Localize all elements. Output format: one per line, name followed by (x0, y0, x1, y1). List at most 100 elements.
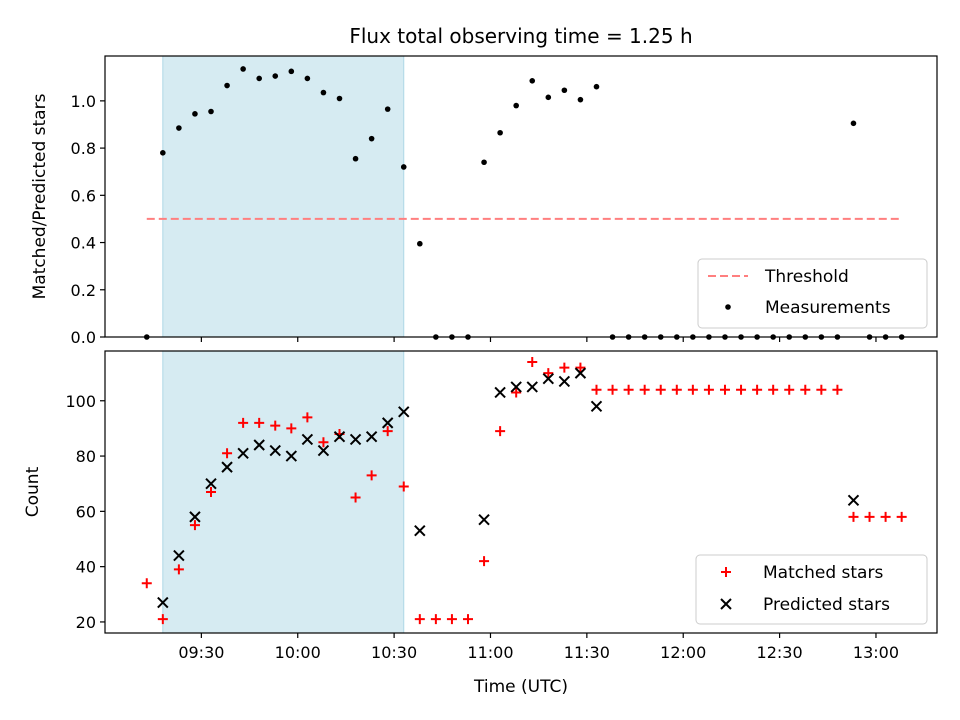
y-tick-label: 1.0 (71, 92, 96, 111)
measurement-point (577, 96, 584, 103)
y-tick-label: 0.0 (71, 328, 96, 347)
matched-star-point (575, 362, 586, 373)
measurement-point (320, 89, 327, 96)
matched-star-point (752, 384, 763, 395)
measurement-point (352, 155, 359, 162)
matched-star-point (222, 448, 233, 459)
measurement-point (513, 102, 519, 109)
predicted-star-point (221, 461, 233, 473)
ratio-y-axis: 0.0 0.2 0.4 0.6 0.8 1.0 (71, 92, 105, 347)
measurement-point (384, 106, 391, 112)
matched-star-point (446, 614, 457, 625)
x-tick-label: 13:00 (853, 643, 899, 662)
matched-star-point (173, 564, 184, 575)
matched-star-point (462, 614, 473, 625)
count-axes-frame (104, 350, 938, 634)
measurement-point (529, 77, 536, 84)
predicted-star-point (269, 444, 281, 457)
matched-star-point (286, 423, 297, 434)
ratio-axes-frame (104, 55, 938, 338)
x-tick-label: 12:30 (757, 643, 803, 662)
matched-star-point (848, 511, 859, 522)
observing-window-shade (162, 55, 405, 338)
y-tick-label: 0.6 (71, 186, 96, 205)
legend-matched-label: Matched stars (763, 563, 883, 583)
matched-star-point (543, 368, 554, 379)
legend-measurements-label: Measurements (765, 298, 891, 318)
matched-star-point (527, 357, 538, 368)
measurement-point (417, 240, 423, 247)
matched-star-point (880, 511, 891, 522)
measurement-point (400, 164, 407, 170)
measurement-point (160, 150, 166, 156)
y-tick-label: 0.8 (71, 139, 96, 158)
x-tick-label: 11:30 (564, 643, 610, 662)
matched-star-point (157, 614, 168, 625)
y-tick-label: 20 (76, 613, 96, 632)
measurement-point (224, 82, 230, 89)
ratio-x-axis (200, 337, 877, 342)
predicted-star-point (173, 549, 185, 562)
y-tick-label: 0.2 (71, 281, 96, 300)
measurement-point (208, 108, 214, 115)
matched-star-point (495, 426, 506, 437)
predicted-star-point (189, 511, 201, 523)
matched-star-point (350, 492, 361, 503)
predicted-star-point (317, 444, 330, 457)
measurement-point (192, 111, 198, 117)
legend-box (697, 258, 928, 329)
matched-star-point (896, 511, 907, 522)
matched-star-point (832, 384, 843, 395)
matched-star-point (238, 417, 249, 428)
matched-star-point (398, 481, 409, 492)
matched-star-point (430, 614, 441, 625)
matched-star-point (141, 578, 152, 589)
matched-star-point (270, 420, 281, 431)
matched-star-point (864, 511, 875, 522)
predicted-star-point (301, 433, 314, 446)
measurement-point (240, 66, 246, 72)
matched-star-point (479, 556, 490, 567)
y-tick-label: 80 (76, 447, 96, 466)
predicted-star-point (510, 381, 522, 393)
y-tick-label: 0.4 (71, 234, 96, 253)
predicted-star-point (349, 433, 362, 446)
matched-star-point (591, 384, 602, 395)
matched-star-point (671, 384, 682, 395)
ratio-y-axis-label: Matched/Predicted stars (30, 93, 50, 299)
predicted-star-point (542, 372, 555, 385)
measurement-point (481, 159, 487, 166)
count-marks (141, 357, 907, 625)
matched-star-point (639, 384, 650, 395)
predicted-star-point (365, 430, 378, 443)
measurement-point (545, 94, 552, 101)
matched-star-point (736, 384, 747, 395)
x-tick-label: 09:30 (178, 643, 224, 662)
measurement-point (593, 83, 600, 90)
predicted-star-point (237, 447, 249, 460)
measurement-point (256, 75, 262, 82)
observing-window-shade (162, 350, 405, 634)
count-y-axis-label: Count (23, 466, 43, 517)
predicted-star-point (205, 477, 217, 490)
predicted-star-point (285, 450, 298, 462)
matched-star-point (784, 384, 795, 395)
y-tick-label: 100 (65, 392, 96, 411)
measurement-point (497, 129, 503, 136)
matched-star-point (366, 470, 377, 481)
legend-predicted-swatch (720, 598, 732, 610)
legend-matched-swatch (721, 567, 731, 577)
predicted-star-point (558, 375, 571, 388)
matched-star-point (189, 520, 200, 531)
predicted-star-point (398, 406, 410, 418)
panel-ratio: 0.0 0.2 0.4 0.6 0.8 1.0 Matched/Predicted sta… (30, 55, 938, 347)
predicted-star-point (414, 524, 426, 537)
predicted-star-point (590, 400, 603, 413)
matched-star-point (816, 384, 827, 395)
x-axis-label: Time (UTC) (473, 677, 568, 697)
x-tick-label: 10:30 (371, 643, 417, 662)
matched-star-point (414, 614, 425, 625)
predicted-star-point (494, 386, 506, 399)
count-legend: Matched stars Predicted stars (695, 554, 928, 625)
